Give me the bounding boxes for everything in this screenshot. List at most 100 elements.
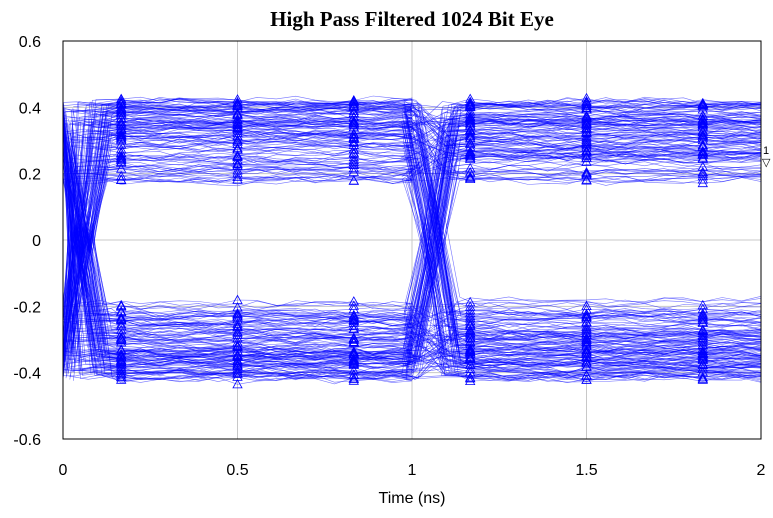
eye-trace xyxy=(63,122,761,380)
triangle-marker xyxy=(581,168,592,178)
triangle-marker xyxy=(581,174,592,184)
triangle-marker xyxy=(348,315,359,325)
triangle-marker xyxy=(581,361,592,371)
triangle-marker xyxy=(232,103,243,113)
y-axis-ticks: 0.6 0.4 0.2 0 -0.2 -0.4 -0.6 xyxy=(13,34,41,449)
triangle-marker xyxy=(232,368,243,378)
triangle-marker xyxy=(232,366,243,376)
triangle-marker xyxy=(465,333,476,343)
triangle-marker xyxy=(348,166,359,176)
triangle-marker xyxy=(697,303,708,314)
eye-trace xyxy=(63,98,761,355)
triangle-marker xyxy=(697,325,708,335)
triangle-marker xyxy=(348,348,359,359)
eye-trace xyxy=(71,122,761,353)
triangle-marker xyxy=(116,351,127,361)
triangle-marker xyxy=(697,313,708,323)
triangle-marker xyxy=(581,327,592,338)
triangle-marker xyxy=(465,344,476,354)
triangle-marker xyxy=(697,132,708,142)
triangle-marker xyxy=(465,375,476,385)
triangle-marker xyxy=(465,98,476,108)
triangle-marker xyxy=(232,311,243,321)
triangle-marker xyxy=(581,357,592,368)
eye-trace xyxy=(67,162,761,366)
x-tick-label: 1.5 xyxy=(575,462,597,479)
eye-trace xyxy=(63,176,761,372)
eye-trace xyxy=(63,135,761,307)
eye-trace xyxy=(63,107,761,376)
triangle-marker xyxy=(581,133,592,143)
triangle-marker xyxy=(116,106,127,116)
triangle-marker xyxy=(465,352,476,362)
triangle-marker xyxy=(697,149,708,159)
triangle-marker xyxy=(465,315,476,325)
triangle-marker xyxy=(348,132,359,143)
triangle-marker xyxy=(116,120,127,130)
triangle-marker xyxy=(697,373,708,383)
triangle-marker xyxy=(697,174,708,184)
triangle-marker xyxy=(465,112,476,122)
triangle-marker xyxy=(116,94,127,104)
triangle-marker xyxy=(232,109,243,119)
triangle-marker xyxy=(348,137,359,147)
triangle-marker xyxy=(348,175,359,185)
triangle-marker xyxy=(348,312,359,322)
eye-trace xyxy=(63,96,761,333)
triangle-marker xyxy=(697,168,708,178)
triangle-marker xyxy=(697,101,708,111)
triangle-marker xyxy=(581,304,592,314)
eye-trace xyxy=(67,98,761,350)
triangle-marker xyxy=(348,121,359,132)
triangle-marker xyxy=(697,332,708,342)
triangle-marker xyxy=(697,309,708,320)
triangle-marker xyxy=(116,333,127,343)
eye-trace xyxy=(63,121,761,364)
eye-trace xyxy=(63,120,761,372)
triangle-marker xyxy=(465,330,476,340)
triangle-marker xyxy=(465,101,476,112)
triangle-marker xyxy=(697,314,708,324)
eye-trace xyxy=(63,123,761,374)
y-tick-label: 0.2 xyxy=(19,167,41,184)
triangle-marker xyxy=(697,98,708,108)
triangle-marker xyxy=(348,369,359,379)
triangle-marker xyxy=(581,169,592,180)
eye-trace xyxy=(68,101,761,351)
triangle-marker xyxy=(348,355,359,365)
triangle-marker xyxy=(116,319,127,329)
triangle-marker xyxy=(697,362,708,373)
triangle-marker xyxy=(581,136,592,146)
triangle-marker xyxy=(581,110,592,120)
triangle-marker xyxy=(348,309,359,320)
eye-trace xyxy=(63,136,761,351)
eye-trace xyxy=(63,153,761,342)
triangle-marker xyxy=(232,143,243,154)
triangle-marker xyxy=(348,148,359,158)
eye-trace xyxy=(70,113,761,185)
eye-trace xyxy=(63,112,761,372)
triangle-marker xyxy=(348,332,359,342)
eye-trace xyxy=(64,131,761,338)
triangle-marker xyxy=(581,311,592,321)
triangle-marker xyxy=(465,310,476,321)
y-tick-label: -0.2 xyxy=(13,299,41,316)
x-tick-label: 0 xyxy=(59,462,68,479)
y-tick-label: -0.4 xyxy=(13,366,41,383)
triangle-marker xyxy=(465,149,476,159)
triangle-marker xyxy=(581,352,592,362)
triangle-marker xyxy=(232,326,243,336)
triangle-marker xyxy=(465,172,476,182)
eye-trace xyxy=(63,225,761,370)
triangle-marker xyxy=(232,151,243,162)
eye-trace xyxy=(63,226,761,367)
x-axis-label: Time (ns) xyxy=(379,490,446,507)
eye-trace xyxy=(72,138,761,301)
triangle-marker xyxy=(697,347,708,358)
triangle-marker xyxy=(465,301,476,311)
triangle-marker xyxy=(232,94,243,104)
x-tick-label: 0.5 xyxy=(226,462,248,479)
eye-trace xyxy=(63,135,761,355)
triangle-marker xyxy=(697,371,708,382)
